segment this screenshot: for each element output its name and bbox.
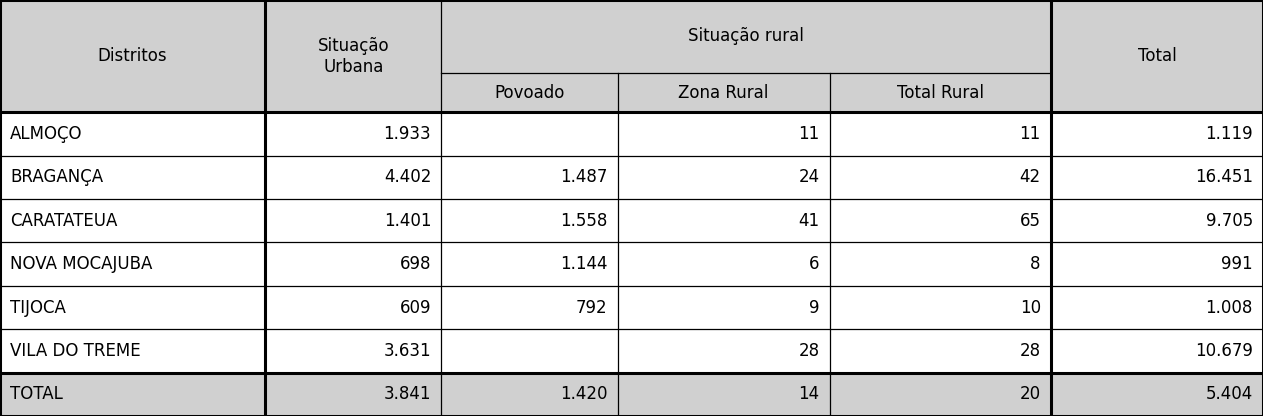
Text: Distritos: Distritos xyxy=(97,47,167,65)
Text: 41: 41 xyxy=(798,212,820,230)
Text: 1.401: 1.401 xyxy=(384,212,431,230)
Text: 991: 991 xyxy=(1221,255,1253,273)
Bar xyxy=(830,286,1051,329)
Text: 1.008: 1.008 xyxy=(1205,299,1253,317)
Bar xyxy=(0,329,265,373)
Text: 1.487: 1.487 xyxy=(560,168,608,186)
Text: Zona Rural: Zona Rural xyxy=(678,84,769,102)
Text: CARATATEUA: CARATATEUA xyxy=(10,212,117,230)
Bar xyxy=(265,0,441,112)
Bar xyxy=(265,286,441,329)
Bar xyxy=(1051,199,1263,243)
Bar xyxy=(0,373,265,416)
Bar xyxy=(441,112,618,156)
Bar xyxy=(830,243,1051,286)
Bar xyxy=(1051,0,1263,112)
Text: 8: 8 xyxy=(1031,255,1041,273)
Bar xyxy=(618,156,830,199)
Text: 9: 9 xyxy=(810,299,820,317)
Text: 4.402: 4.402 xyxy=(384,168,431,186)
Text: Situação rural: Situação rural xyxy=(688,27,805,45)
Bar xyxy=(830,199,1051,243)
Text: TIJOCA: TIJOCA xyxy=(10,299,66,317)
Text: 42: 42 xyxy=(1019,168,1041,186)
Text: 1.933: 1.933 xyxy=(384,125,431,143)
Text: 10.679: 10.679 xyxy=(1195,342,1253,360)
Bar xyxy=(1051,112,1263,156)
Text: TOTAL: TOTAL xyxy=(10,385,63,403)
Bar xyxy=(0,243,265,286)
Bar xyxy=(830,112,1051,156)
Bar xyxy=(265,112,441,156)
Text: 792: 792 xyxy=(576,299,608,317)
Bar xyxy=(441,243,618,286)
Bar xyxy=(830,156,1051,199)
Bar xyxy=(830,373,1051,416)
Bar xyxy=(618,243,830,286)
Bar xyxy=(0,0,265,112)
Bar xyxy=(1051,243,1263,286)
Text: 698: 698 xyxy=(399,255,431,273)
Bar xyxy=(0,286,265,329)
Bar xyxy=(441,329,618,373)
Text: VILA DO TREME: VILA DO TREME xyxy=(10,342,140,360)
Text: 20: 20 xyxy=(1019,385,1041,403)
Bar xyxy=(265,373,441,416)
Bar xyxy=(1051,286,1263,329)
Text: NOVA MOCAJUBA: NOVA MOCAJUBA xyxy=(10,255,153,273)
Bar xyxy=(618,329,830,373)
Text: 28: 28 xyxy=(798,342,820,360)
Bar xyxy=(830,329,1051,373)
Bar xyxy=(1051,373,1263,416)
Text: 1.420: 1.420 xyxy=(560,385,608,403)
Bar xyxy=(265,243,441,286)
Text: 14: 14 xyxy=(798,385,820,403)
Text: Povoado: Povoado xyxy=(494,84,565,102)
Bar xyxy=(265,199,441,243)
Text: 5.404: 5.404 xyxy=(1206,385,1253,403)
Bar xyxy=(0,156,265,199)
Text: Total Rural: Total Rural xyxy=(897,84,984,102)
Text: 3.841: 3.841 xyxy=(384,385,431,403)
Text: 6: 6 xyxy=(810,255,820,273)
Bar xyxy=(618,373,830,416)
Bar xyxy=(441,0,1051,73)
Text: 11: 11 xyxy=(1019,125,1041,143)
Text: Total: Total xyxy=(1138,47,1176,65)
Bar xyxy=(1051,329,1263,373)
Text: 3.631: 3.631 xyxy=(384,342,431,360)
Bar xyxy=(441,73,618,112)
Bar xyxy=(441,156,618,199)
Bar xyxy=(441,199,618,243)
Bar xyxy=(618,286,830,329)
Text: 65: 65 xyxy=(1019,212,1041,230)
Bar xyxy=(618,199,830,243)
Text: 24: 24 xyxy=(798,168,820,186)
Text: 609: 609 xyxy=(399,299,431,317)
Text: 10: 10 xyxy=(1019,299,1041,317)
Text: 1.144: 1.144 xyxy=(560,255,608,273)
Bar xyxy=(618,73,830,112)
Text: 11: 11 xyxy=(798,125,820,143)
Bar xyxy=(441,286,618,329)
Bar xyxy=(265,156,441,199)
Text: Situação
Urbana: Situação Urbana xyxy=(317,37,389,76)
Bar xyxy=(618,112,830,156)
Bar xyxy=(0,112,265,156)
Text: 28: 28 xyxy=(1019,342,1041,360)
Bar xyxy=(830,73,1051,112)
Bar xyxy=(0,199,265,243)
Text: ALMOÇO: ALMOÇO xyxy=(10,125,82,143)
Text: BRAGANÇA: BRAGANÇA xyxy=(10,168,104,186)
Bar xyxy=(441,373,618,416)
Text: 1.558: 1.558 xyxy=(560,212,608,230)
Text: 1.119: 1.119 xyxy=(1205,125,1253,143)
Text: 16.451: 16.451 xyxy=(1195,168,1253,186)
Bar xyxy=(1051,156,1263,199)
Bar xyxy=(265,329,441,373)
Text: 9.705: 9.705 xyxy=(1206,212,1253,230)
